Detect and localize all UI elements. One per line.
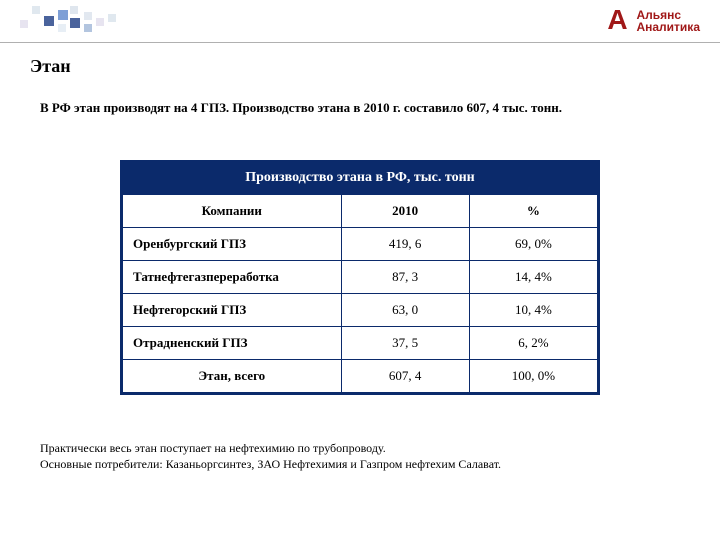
percent-cell: 6, 2% — [469, 327, 597, 360]
brand-logo-text: Альянс Аналитика — [636, 9, 700, 33]
intro-text: В РФ этан производят на 4 ГПЗ. Производс… — [40, 100, 680, 116]
table-header-cell: % — [469, 195, 597, 228]
company-cell: Нефтегорский ГПЗ — [123, 294, 342, 327]
table-caption: Производство этана в РФ, тыс. тонн — [122, 162, 598, 194]
table-row: Отрадненский ГПЗ37, 56, 2% — [123, 327, 598, 360]
brand-logo-mark: А — [602, 6, 632, 36]
value-cell: 419, 6 — [341, 228, 469, 261]
value-cell: 87, 3 — [341, 261, 469, 294]
deco-square — [84, 12, 92, 20]
company-cell: Отрадненский ГПЗ — [123, 327, 342, 360]
total-percent-cell: 100, 0% — [469, 360, 597, 393]
deco-square — [44, 16, 54, 26]
deco-square — [70, 6, 78, 14]
deco-square — [96, 18, 104, 26]
percent-cell: 14, 4% — [469, 261, 597, 294]
table-header-cell: Компании — [123, 195, 342, 228]
deco-square — [70, 18, 80, 28]
total-label-cell: Этан, всего — [123, 360, 342, 393]
table-header-cell: 2010 — [341, 195, 469, 228]
value-cell: 37, 5 — [341, 327, 469, 360]
table-header-row: Компании2010% — [123, 195, 598, 228]
deco-square — [58, 24, 66, 32]
table-total-row: Этан, всего607, 4100, 0% — [123, 360, 598, 393]
header-divider — [0, 42, 720, 43]
deco-square — [84, 24, 92, 32]
table-row: Татнефтегазпереработка87, 314, 4% — [123, 261, 598, 294]
table-row: Оренбургский ГПЗ419, 669, 0% — [123, 228, 598, 261]
deco-square — [20, 20, 28, 28]
table-grid: Компании2010% Оренбургский ГПЗ419, 669, … — [122, 194, 598, 393]
deco-square — [58, 10, 68, 20]
table-row: Нефтегорский ГПЗ63, 010, 4% — [123, 294, 598, 327]
table-body: Оренбургский ГПЗ419, 669, 0%Татнефтегазп… — [123, 228, 598, 393]
total-value-cell: 607, 4 — [341, 360, 469, 393]
company-cell: Оренбургский ГПЗ — [123, 228, 342, 261]
company-cell: Татнефтегазпереработка — [123, 261, 342, 294]
production-table: Производство этана в РФ, тыс. тонн Компа… — [120, 160, 600, 395]
value-cell: 63, 0 — [341, 294, 469, 327]
footnote-text: Практически весь этан поступает на нефте… — [40, 440, 680, 472]
percent-cell: 69, 0% — [469, 228, 597, 261]
deco-square — [108, 14, 116, 22]
brand-logo: А Альянс Аналитика — [602, 6, 700, 36]
deco-square — [32, 6, 40, 14]
percent-cell: 10, 4% — [469, 294, 597, 327]
page-title: Этан — [30, 56, 71, 77]
corner-decoration — [20, 6, 130, 36]
